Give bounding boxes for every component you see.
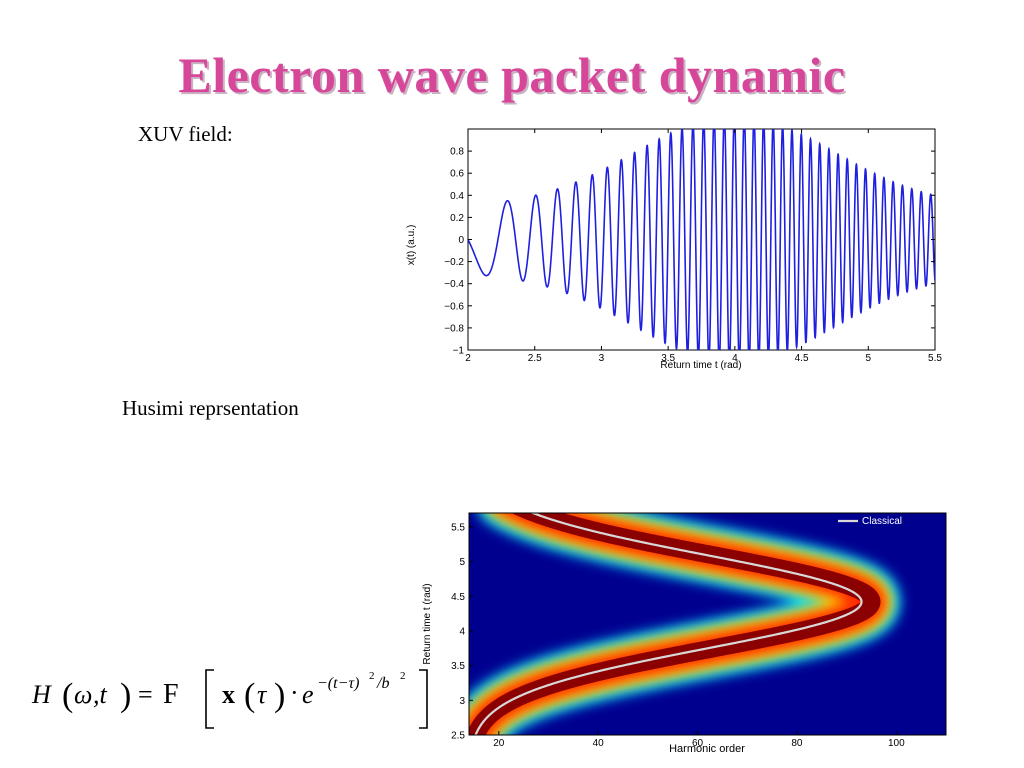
eq-exp-sq: 2 [369,670,375,682]
xuv-x-tick-label: 3.5 [661,353,675,364]
heatmap-y-tick-label: 2.5 [451,731,465,742]
xuv-y-tick-label: −0.8 [444,323,464,334]
heatmap-y-tick-label: 5.5 [451,522,465,533]
svg-text:): ) [274,677,285,714]
xuv-y-tick-label: 0.6 [450,169,464,180]
heatmap-legend: Classical [838,516,902,527]
heatmap-x-tick-label: 60 [692,738,704,749]
xuv-x-tick-label: 4 [732,353,738,364]
eq-tau: τ [257,680,268,709]
heatmap-y-tick-label: 4 [459,626,465,637]
husimi-label: Husimi reprsentation [122,396,299,420]
eq-dot: · [290,678,299,707]
heatmap-y-axis-label: Return time t (rad) [422,583,433,664]
xuv-y-tick-label: −0.6 [444,301,464,312]
xuv-x-tick-label: 2.5 [528,353,542,364]
heatmap-x-axis-label: Harmonic order [669,743,745,755]
svg-text:(: ( [244,677,255,714]
eq-equals: = [138,680,153,709]
xuv-y-tick-label: 0.2 [450,213,464,224]
xuv-y-tick-label: −0.4 [444,279,464,290]
eq-exp-div: /b [376,675,389,692]
eq-omega: ω [74,680,92,709]
eq-x: x [222,680,235,709]
eq-e: e [302,680,314,709]
heatmap-x-tick-label: 20 [493,738,505,749]
classical-curve [474,513,863,735]
xuv-y-tick-label: −0.2 [444,257,464,268]
eq-transform: F [163,679,179,710]
xuv-plot-frame [467,128,936,351]
xuv-x-tick-label: 4.5 [795,353,809,364]
heatmap-x-tick-label: 40 [593,738,605,749]
xuv-y-tick-label: 0.8 [450,147,464,158]
slide-title: Electron wave packet dynamic [178,47,846,103]
xuv-x-tick-label: 5 [866,353,872,364]
heatmap-y-tick-label: 3 [459,696,465,707]
svg-text:): ) [120,677,131,714]
legend-classical: Classical [862,516,902,527]
xuv-wave-line [468,129,935,350]
xuv-x-axis-label: Return time t (rad) [660,360,741,371]
eq-H: H [31,680,52,709]
eq-exponent: −(t−τ) [317,675,359,692]
xuv-x-tick-label: 3 [599,353,605,364]
heatmap-x-tick-label: 100 [888,738,905,749]
heatmap-band [469,513,901,735]
eq-exp-b2: 2 [400,670,406,682]
heatmap-y-tick-label: 3.5 [451,661,465,672]
xuv-y-tick-label: 0.4 [450,191,464,202]
xuv-x-tick-label: 5.5 [928,353,942,364]
xuv-field-label: XUV field: [138,122,233,146]
xuv-y-tick-label: −1 [453,346,465,357]
xuv-x-tick-label: 2 [465,353,471,364]
heatmap-y-tick-label: 5 [459,557,465,568]
heatmap-background [469,513,946,735]
xuv-y-axis-label: x(t) (a.u.) [406,225,417,266]
heatmap-y-tick-label: 4.5 [451,592,465,603]
eq-comma-t: ,t [93,680,108,709]
svg-text:(: ( [62,677,73,714]
heatmap-x-tick-label: 80 [791,738,803,749]
xuv-y-tick-label: 0 [458,235,464,246]
